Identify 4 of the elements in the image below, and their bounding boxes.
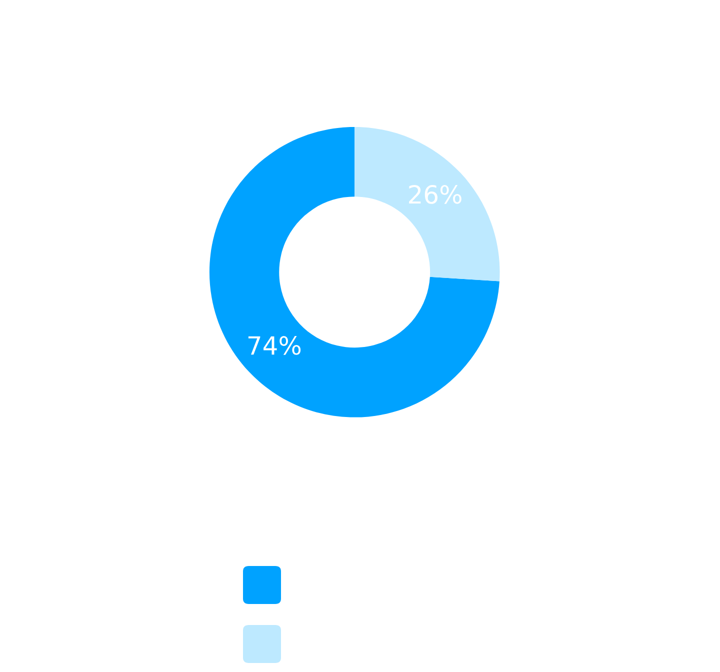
donut-slice bbox=[354, 127, 500, 282]
data-label: 74% bbox=[248, 336, 301, 355]
data-label: 26% bbox=[409, 184, 462, 204]
donut-slice bbox=[209, 127, 500, 418]
